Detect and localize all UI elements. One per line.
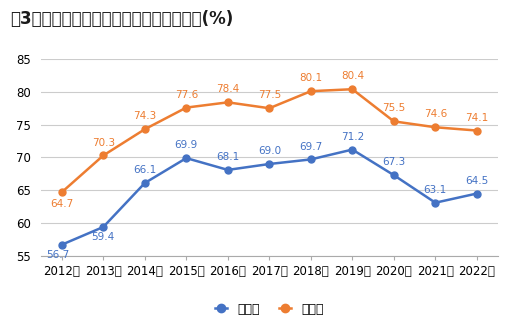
Text: 69.9: 69.9 xyxy=(175,140,198,150)
Text: 66.1: 66.1 xyxy=(133,165,156,175)
Text: 67.3: 67.3 xyxy=(382,157,405,167)
Text: 69.0: 69.0 xyxy=(258,146,281,156)
管理職 xyxy=(349,148,356,152)
管理職 xyxy=(58,243,65,247)
管理職 xyxy=(474,192,480,195)
Text: 80.4: 80.4 xyxy=(341,72,364,81)
管理職 xyxy=(391,173,397,177)
一般職 xyxy=(391,119,397,123)
管理職 xyxy=(100,225,106,229)
Text: 63.1: 63.1 xyxy=(424,185,447,195)
Text: 64.7: 64.7 xyxy=(50,199,73,209)
一般職 xyxy=(58,190,65,194)
Text: 74.6: 74.6 xyxy=(424,110,447,119)
Text: 69.7: 69.7 xyxy=(299,142,323,152)
Line: 管理職: 管理職 xyxy=(58,146,480,248)
一般職 xyxy=(183,106,189,110)
一般職 xyxy=(432,125,439,129)
Text: 表3：一般職と管理職の賃金上げ実施状況(%): 表3：一般職と管理職の賃金上げ実施状況(%) xyxy=(10,10,233,28)
一般職 xyxy=(100,154,106,157)
Text: 77.6: 77.6 xyxy=(175,90,198,100)
Text: 74.3: 74.3 xyxy=(133,112,156,121)
Text: 75.5: 75.5 xyxy=(382,104,405,113)
Text: 70.3: 70.3 xyxy=(92,138,115,148)
一般職 xyxy=(474,129,480,133)
Legend: 管理職, 一般職: 管理職, 一般職 xyxy=(210,297,329,320)
Text: 77.5: 77.5 xyxy=(258,91,281,100)
Text: 64.5: 64.5 xyxy=(465,176,488,186)
Text: 56.7: 56.7 xyxy=(46,250,69,260)
Text: 59.4: 59.4 xyxy=(92,232,115,242)
管理職 xyxy=(142,181,148,185)
管理職 xyxy=(183,156,189,160)
管理職 xyxy=(432,201,439,205)
管理職 xyxy=(266,162,272,166)
Text: 80.1: 80.1 xyxy=(299,73,322,83)
Text: 74.1: 74.1 xyxy=(465,113,488,123)
一般職 xyxy=(225,100,231,104)
一般職 xyxy=(349,87,356,91)
Text: 68.1: 68.1 xyxy=(216,152,240,162)
Text: 78.4: 78.4 xyxy=(216,85,240,94)
一般職 xyxy=(308,89,314,93)
管理職 xyxy=(308,157,314,161)
一般職 xyxy=(142,127,148,131)
Line: 一般職: 一般職 xyxy=(58,86,480,196)
管理職 xyxy=(225,168,231,172)
Text: 71.2: 71.2 xyxy=(341,132,364,142)
一般職 xyxy=(266,106,272,110)
